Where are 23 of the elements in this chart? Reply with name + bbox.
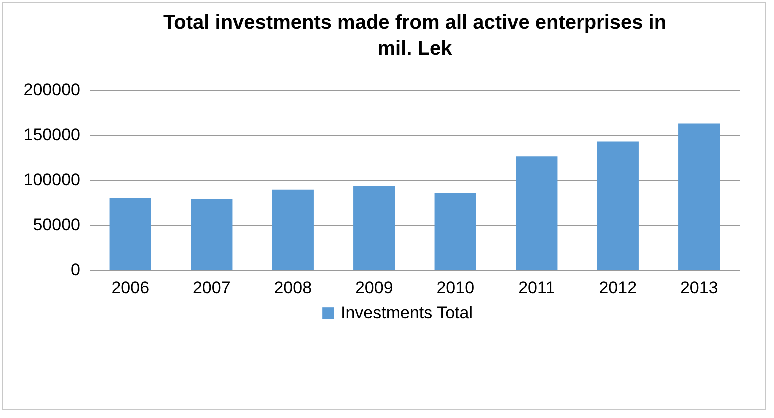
y-tick-label: 0 <box>71 260 80 280</box>
x-tick-label: 2007 <box>192 278 231 298</box>
bar <box>110 198 152 270</box>
y-tick-label: 200000 <box>24 80 80 100</box>
x-tick-label: 2013 <box>680 278 718 298</box>
bar <box>272 190 314 270</box>
chart-title: Total investments made from all active enterprises in mil. Lek <box>163 12 667 60</box>
legend-label: Investments Total <box>341 304 473 322</box>
y-tick-label: 50000 <box>33 216 80 234</box>
x-tick-label: 2011 <box>518 278 556 298</box>
x-tick-label: 2012 <box>599 278 638 298</box>
x-tick-label: 2008 <box>274 278 312 298</box>
x-tick-label: 2009 <box>355 278 394 298</box>
x-tick-label: 2010 <box>436 278 475 298</box>
x-tick-label: 2006 <box>112 278 150 298</box>
bar <box>354 186 396 270</box>
bar <box>678 124 720 270</box>
bar <box>434 194 476 270</box>
bar <box>191 199 233 270</box>
y-tick-label: 150000 <box>24 126 80 144</box>
y-tick-label: 100000 <box>24 170 80 190</box>
bar <box>597 142 639 270</box>
bar <box>516 156 558 270</box>
